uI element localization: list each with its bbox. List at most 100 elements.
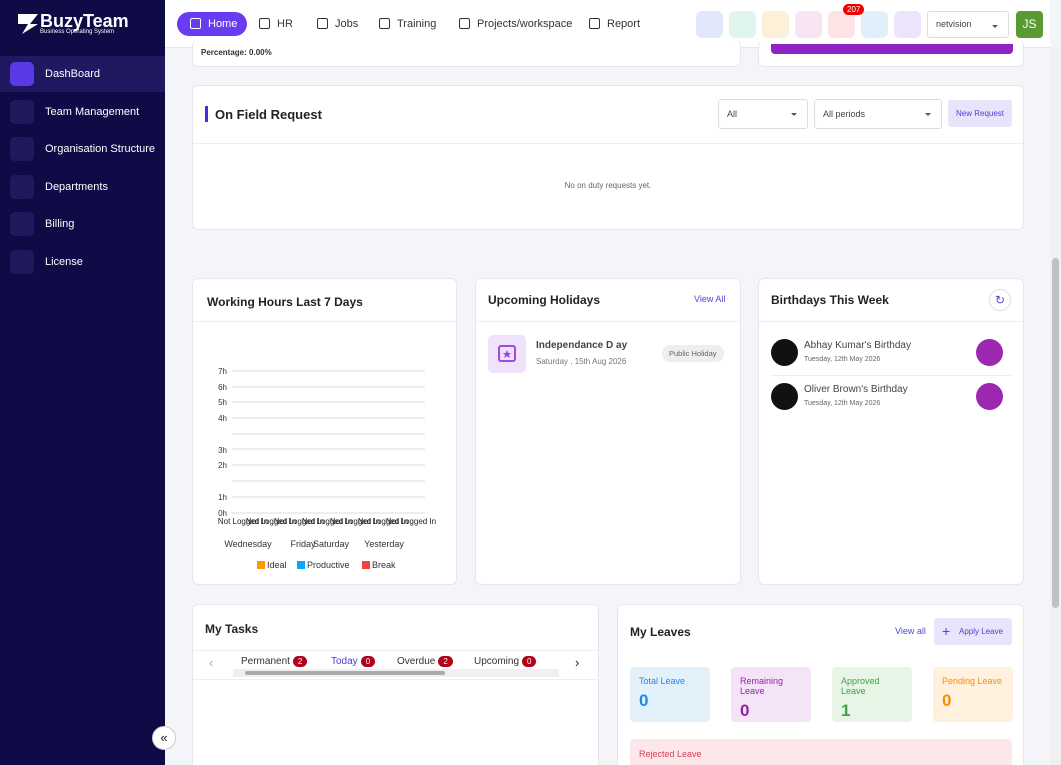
- tab-label: Overdue: [397, 656, 436, 667]
- tab-prev[interactable]: ‹: [209, 655, 214, 670]
- leave-card: Total Leave 0: [630, 667, 710, 722]
- legend-swatch: [297, 561, 305, 569]
- home-pill[interactable]: [177, 12, 247, 36]
- card-title: On Field Request: [215, 107, 322, 122]
- divider: [193, 679, 598, 680]
- org-select[interactable]: netvision: [927, 11, 1009, 38]
- legend-label[interactable]: Break: [372, 560, 396, 570]
- legend-swatch: [257, 561, 265, 569]
- nav-item[interactable]: Organisation Structure: [0, 131, 165, 167]
- birthday-date: Tuesday, 12th May 2026: [804, 356, 881, 363]
- avatar[interactable]: JS: [1016, 11, 1043, 38]
- birthday-name: Abhay Kumar's Birthday: [804, 340, 911, 351]
- holiday-tag: Public Holiday: [662, 345, 724, 362]
- top-icon-button[interactable]: [894, 11, 921, 38]
- nav-label: Departments: [45, 180, 108, 193]
- y-tick-label: 2h: [218, 461, 227, 470]
- sidebar: BuzyTeam Business Operating System DashB…: [0, 0, 176, 765]
- nav-item[interactable]: Billing: [0, 206, 165, 242]
- filter[interactable]: All periods: [814, 99, 942, 129]
- card-label: Total Leave: [639, 676, 686, 686]
- divider: [193, 650, 598, 651]
- tab-label: Today: [331, 656, 358, 667]
- top-nav-item[interactable]: Training: [397, 18, 437, 30]
- tab-label: Permanent: [241, 656, 290, 667]
- x-tick-label: Wednesday: [224, 539, 272, 549]
- top-icon-button[interactable]: [861, 11, 888, 38]
- birthday-name: Oliver Brown's Birthday: [804, 384, 908, 395]
- collapse-button[interactable]: «: [152, 726, 176, 750]
- nav-item[interactable]: License: [0, 244, 165, 280]
- top-nav-icon: [259, 18, 270, 29]
- nav-item[interactable]: Departments: [0, 169, 165, 205]
- legend-swatch: [362, 561, 370, 569]
- percentage: Percentage: 0.00%: [201, 48, 272, 57]
- rejected-leave-card: Rejected Leave: [630, 739, 1012, 765]
- task-tab[interactable]: Overdue 2: [397, 656, 453, 667]
- card-value: 0: [942, 691, 952, 710]
- new-request-button[interactable]: New Request: [948, 100, 1012, 127]
- nav-item[interactable]: DashBoard: [0, 56, 165, 92]
- card-title: My Tasks: [205, 622, 259, 636]
- holiday-icon: [488, 335, 526, 373]
- apply-leave-button[interactable]: + Apply Leave: [934, 618, 1012, 645]
- top-nav-item[interactable]: Projects/workspace: [477, 18, 573, 30]
- card-value: 0: [639, 691, 649, 710]
- brand-tagline: Business Operating System: [40, 29, 115, 35]
- bar-label: Not Logged In: [386, 517, 436, 526]
- top-icon-button[interactable]: [762, 11, 789, 38]
- legend-label[interactable]: Productive: [307, 560, 350, 570]
- action-card: [758, 40, 1024, 67]
- top-nav-item[interactable]: Jobs: [335, 18, 359, 30]
- tab-label: Upcoming: [474, 656, 520, 667]
- nav-label: License: [45, 255, 83, 268]
- on-field-card: On Field Request All All periods New Req…: [192, 85, 1024, 230]
- divider: [759, 321, 1023, 322]
- filter[interactable]: All: [718, 99, 808, 129]
- action-button[interactable]: [771, 44, 1013, 54]
- logo-icon: [18, 14, 38, 34]
- legend-label[interactable]: Ideal: [267, 560, 287, 570]
- y-tick-label: 6h: [218, 383, 227, 392]
- card-title: Upcoming Holidays: [488, 293, 601, 307]
- y-tick-label: 0h: [218, 509, 227, 518]
- task-tab[interactable]: Today 0: [331, 656, 376, 667]
- y-tick-label: 4h: [218, 414, 227, 423]
- y-tick-label: 3h: [218, 446, 227, 455]
- top-nav-icon: [317, 18, 328, 29]
- refresh-button[interactable]: ↻: [989, 289, 1011, 311]
- card-label: Rejected Leave: [639, 749, 702, 759]
- holiday-name: Independance D ay: [536, 340, 628, 351]
- top-icon-button[interactable]: [696, 11, 723, 38]
- view-all-link[interactable]: View All: [694, 294, 726, 304]
- scroll-thumb[interactable]: [1052, 258, 1059, 608]
- birthdays-card: Birthdays This Week ↻ Abhay Kumar's Birt…: [758, 278, 1024, 585]
- tab-scroll-thumb[interactable]: [245, 671, 445, 675]
- task-tab[interactable]: Upcoming 0: [474, 656, 537, 667]
- cake-icon[interactable]: [976, 383, 1003, 410]
- card-title: Birthdays This Week: [771, 293, 889, 307]
- attendance-card: Percentage: 0.00%: [192, 40, 741, 67]
- task-tab[interactable]: Permanent 2: [241, 656, 308, 667]
- nav-label: Billing: [45, 218, 75, 230]
- cake-icon[interactable]: [976, 339, 1003, 366]
- tab-next[interactable]: ›: [575, 655, 580, 670]
- tab-count: 2: [292, 656, 308, 667]
- view-all-link[interactable]: View all: [895, 626, 926, 636]
- top-nav-item[interactable]: HR: [277, 18, 293, 30]
- top-nav-item[interactable]: Home: [208, 18, 238, 30]
- top-icon-button[interactable]: [795, 11, 822, 38]
- divider: [771, 375, 1011, 376]
- nav-item[interactable]: Team Management: [0, 94, 165, 130]
- top-icon-button[interactable]: [828, 11, 855, 38]
- nav-icon: [10, 99, 34, 124]
- nav-label: Team Management: [45, 105, 140, 118]
- divider: [193, 321, 456, 322]
- top-nav-item[interactable]: Report: [607, 18, 641, 30]
- nav-icon: [10, 249, 34, 274]
- top-icon-button[interactable]: [729, 11, 756, 38]
- bar-label: Not Logged In: [246, 517, 296, 526]
- brand-name: BuzyTeam: [40, 11, 129, 31]
